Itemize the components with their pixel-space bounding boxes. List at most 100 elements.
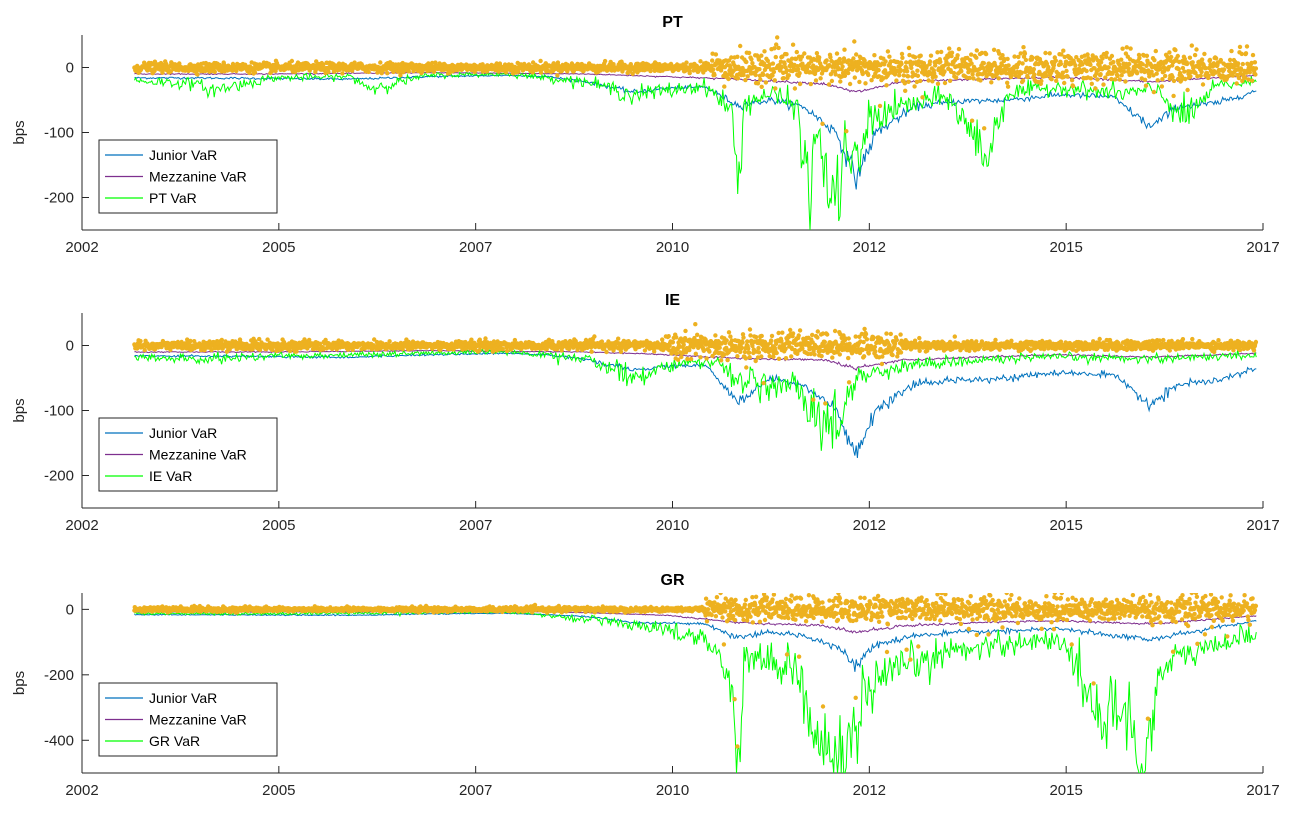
return-point xyxy=(753,334,759,340)
return-point xyxy=(546,337,552,342)
return-point xyxy=(1088,62,1093,67)
return-point xyxy=(1121,69,1127,74)
return-point xyxy=(1194,47,1199,52)
return-point xyxy=(917,348,922,353)
return-point xyxy=(843,336,848,341)
return-point xyxy=(863,81,868,86)
return-point xyxy=(788,327,793,333)
return-point xyxy=(996,76,1001,81)
return-point xyxy=(695,332,700,337)
return-point xyxy=(969,61,974,66)
return-point xyxy=(779,64,784,70)
return-point xyxy=(884,83,889,88)
return-point xyxy=(406,69,411,74)
return-point xyxy=(899,51,905,57)
return-point xyxy=(1095,77,1100,82)
return-point xyxy=(887,54,892,59)
return-point xyxy=(969,52,974,57)
return-point xyxy=(747,327,753,332)
return-point xyxy=(1167,50,1172,55)
return-point xyxy=(1171,93,1176,99)
return-point xyxy=(1059,52,1064,57)
return-point xyxy=(1084,68,1089,74)
x-tick-label: 2015 xyxy=(1049,239,1082,256)
return-point xyxy=(1000,53,1005,58)
return-point xyxy=(685,356,690,362)
plot-area xyxy=(132,35,1259,230)
return-point xyxy=(1140,62,1145,67)
return-point xyxy=(1202,51,1207,57)
return-point xyxy=(1226,73,1231,79)
return-point xyxy=(1018,51,1023,56)
return-point xyxy=(693,351,698,356)
return-point xyxy=(366,69,371,75)
legend-entry: Mezzanine VaR xyxy=(149,169,247,185)
plot-area xyxy=(132,322,1259,459)
return-point xyxy=(818,76,823,81)
return-point xyxy=(742,349,748,355)
return-point xyxy=(968,58,973,63)
return-point xyxy=(997,51,1002,56)
return-point xyxy=(967,75,972,81)
return-point xyxy=(1098,72,1103,77)
return-point xyxy=(917,335,922,341)
return-point xyxy=(768,338,774,343)
return-point xyxy=(920,95,925,100)
return-point xyxy=(1167,348,1173,353)
return-point xyxy=(1119,73,1124,78)
return-point xyxy=(1030,55,1035,60)
return-point xyxy=(1253,339,1259,345)
return-point xyxy=(898,67,903,73)
return-point xyxy=(698,355,703,360)
return-point xyxy=(983,51,989,57)
returns-scatter xyxy=(132,593,1259,749)
return-point xyxy=(1137,55,1142,61)
return-point xyxy=(1190,60,1195,65)
return-point xyxy=(1249,78,1255,83)
return-point xyxy=(728,334,733,339)
return-point xyxy=(951,70,957,76)
return-point xyxy=(799,54,805,59)
return-point xyxy=(1143,83,1149,88)
return-point xyxy=(763,80,769,85)
return-point xyxy=(712,72,717,78)
return-point xyxy=(747,355,752,360)
return-point xyxy=(909,65,914,71)
return-point xyxy=(765,58,770,63)
return-point xyxy=(307,337,312,343)
return-point xyxy=(810,332,815,338)
return-point xyxy=(1246,77,1251,82)
return-point xyxy=(589,349,594,354)
return-point xyxy=(1212,349,1217,355)
y-axis-label: bps xyxy=(11,120,28,144)
return-point xyxy=(835,61,840,67)
return-point xyxy=(483,336,488,341)
return-point xyxy=(159,344,164,350)
return-point xyxy=(1153,48,1159,54)
return-point xyxy=(795,351,800,356)
return-point xyxy=(1206,73,1211,79)
return-point xyxy=(759,354,764,359)
return-point xyxy=(1158,66,1163,72)
return-point xyxy=(287,348,293,354)
return-point xyxy=(1199,69,1204,75)
return-point xyxy=(1182,69,1187,74)
return-point xyxy=(670,340,676,345)
return-point xyxy=(815,329,820,334)
return-point xyxy=(1041,347,1047,352)
return-point xyxy=(756,345,761,351)
return-point xyxy=(1127,61,1132,67)
return-point xyxy=(1069,78,1075,83)
return-point xyxy=(1068,55,1073,61)
return-point xyxy=(1031,67,1037,72)
return-point xyxy=(1251,348,1257,353)
return-point xyxy=(735,354,740,359)
return-point xyxy=(926,78,931,83)
return-point xyxy=(1240,61,1246,67)
return-point xyxy=(1124,45,1130,50)
returns-scatter xyxy=(132,322,1259,406)
return-point xyxy=(997,347,1002,352)
return-point xyxy=(611,348,616,353)
return-point xyxy=(1025,74,1030,80)
